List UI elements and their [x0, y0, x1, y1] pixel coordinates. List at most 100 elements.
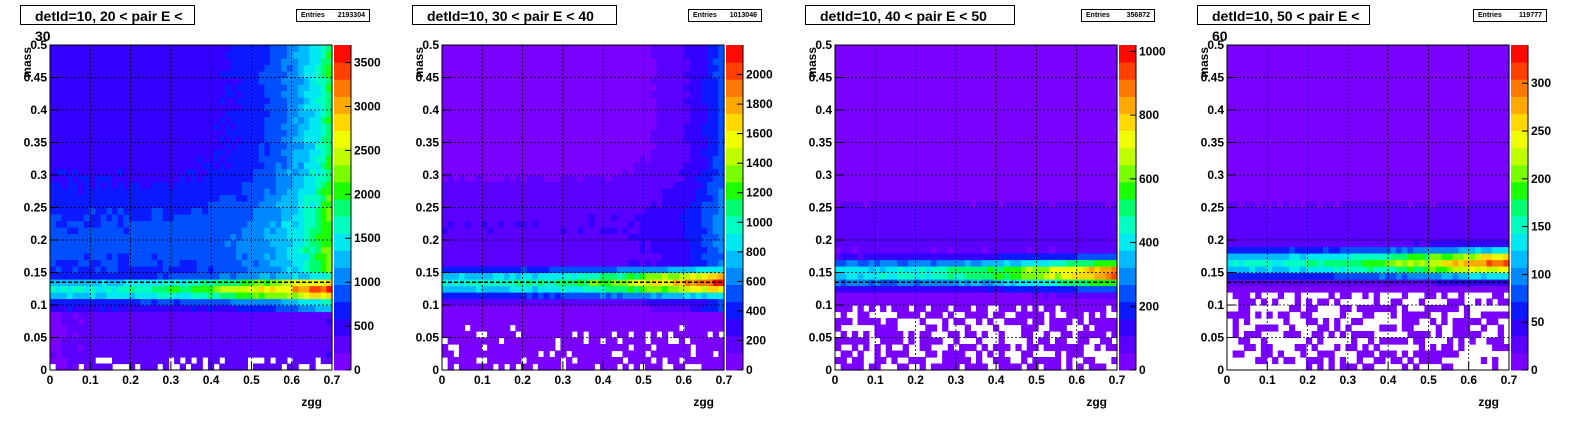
y-tick-label: 0.15: [24, 266, 48, 280]
x-tick-label: 0.2: [907, 373, 924, 387]
stats-label: Entries: [693, 12, 717, 19]
y-tick-label: 0.45: [809, 71, 833, 85]
y-tick-label: 0.25: [1201, 201, 1225, 215]
color-bar-tick-label: 1800: [746, 97, 773, 111]
x-tick-label: 0.7: [716, 373, 733, 387]
panel-title: detId=10, 50 < pair E < 60: [1197, 5, 1370, 44]
color-bar-tick-label: 200: [1531, 172, 1551, 186]
y-tick-label: 0.25: [24, 201, 48, 215]
color-bar-tick-label: 600: [746, 274, 766, 288]
color-bar-tick-label: 0: [354, 363, 361, 377]
y-tick-label: 0.45: [1201, 71, 1225, 85]
color-bar-tick-label: 2000: [746, 68, 773, 82]
color-bar-tick-label: 3500: [354, 56, 381, 70]
x-tick-label: 0.6: [675, 373, 692, 387]
y-tick-label: 0.05: [1201, 331, 1225, 345]
heatmap-cells: [835, 45, 1118, 371]
color-bar-tick-label: 1200: [746, 186, 773, 200]
x-tick-label: 0.1: [1259, 373, 1276, 387]
y-axis-label: mass: [20, 47, 34, 78]
color-bar-tick-label: 800: [1139, 108, 1159, 122]
grid-lines: [442, 45, 724, 370]
x-tick-label: 0.3: [948, 373, 965, 387]
color-bar-tick-label: 800: [746, 245, 766, 259]
y-tick-label: 0.2: [1207, 233, 1224, 247]
color-bar-tick-label: 2500: [354, 143, 381, 157]
color-bar-tick-label: 2000: [354, 187, 381, 201]
y-tick-label: 0: [825, 363, 832, 377]
color-bar-tick-label: 150: [1531, 220, 1551, 234]
color-bar-tick-label: 1400: [746, 156, 773, 170]
x-tick-label: 0.6: [1460, 373, 1477, 387]
color-bar-tick-label: 500: [354, 319, 374, 333]
y-tick-label: 0.4: [422, 103, 439, 117]
x-tick-label: 0.5: [1420, 373, 1437, 387]
y-tick-label: 0.15: [809, 266, 833, 280]
y-tick-label: 0.4: [815, 103, 832, 117]
grid-lines: [50, 45, 332, 370]
y-tick-label: 0.2: [30, 233, 47, 247]
y-tick-label: 0.5: [30, 38, 47, 52]
y-tick-label: 0.15: [1201, 266, 1225, 280]
grid-lines: [835, 45, 1117, 370]
x-tick-label: 0.1: [867, 373, 884, 387]
x-tick-label: 0.4: [988, 373, 1005, 387]
color-bar-tick-label: 3000: [354, 99, 381, 113]
y-tick-label: 0.4: [1207, 103, 1224, 117]
stats-label: Entries: [301, 12, 325, 19]
color-bar-tick-label: 300: [1531, 76, 1551, 90]
y-axis-label: mass: [412, 47, 426, 78]
heatmap-cells: [442, 45, 725, 371]
color-bar-tick-label: 200: [746, 333, 766, 347]
y-tick-label: 0.35: [809, 136, 833, 150]
x-tick-label: 0.3: [163, 373, 180, 387]
x-axis-label: zgg: [301, 395, 322, 409]
x-tick-label: 0.2: [1299, 373, 1316, 387]
x-tick-label: 0: [1224, 373, 1231, 387]
y-tick-label: 0.1: [422, 298, 439, 312]
y-tick-label: 0: [40, 363, 47, 377]
y-tick-label: 0.1: [30, 298, 47, 312]
x-tick-label: 0.4: [203, 373, 220, 387]
x-tick-label: 0.5: [243, 373, 260, 387]
x-tick-label: 0: [439, 373, 446, 387]
x-tick-label: 0.2: [122, 373, 139, 387]
x-tick-label: 0.4: [1380, 373, 1397, 387]
y-tick-label: 0.1: [1207, 298, 1224, 312]
stats-value: 119777: [1519, 12, 1542, 19]
color-bar-tick-label: 400: [746, 304, 766, 318]
y-tick-label: 0: [432, 363, 439, 377]
color-bar-tick-label: 1000: [1139, 44, 1166, 58]
y-tick-label: 0.2: [422, 233, 439, 247]
y-tick-label: 0.05: [809, 331, 833, 345]
color-bar: 0 200 400 600 800 1000: [1119, 44, 1166, 377]
stats-label: Entries: [1086, 12, 1110, 19]
heatmap-panel-3: 0 0.1 0.2 0.3 0.4 0.5 0.6 0.7 0 0.05 0.1 0.15 0.2 0.2…: [805, 38, 1166, 409]
stats-value: 2193304: [337, 12, 365, 19]
color-bar: 0 500 1000 1500 2000 2500 3000 3500: [334, 45, 381, 377]
x-tick-label: 0.7: [1501, 373, 1518, 387]
x-tick-label: 0.1: [474, 373, 491, 387]
color-bar-tick-label: 100: [1531, 267, 1551, 281]
color-bar-tick-label: 1600: [746, 127, 773, 141]
y-tick-label: 0.45: [416, 71, 440, 85]
heatmap-panel-4: 0 0.1 0.2 0.3 0.4 0.5 0.6 0.7 0 0.05 0.1 0.15 0.2 0.2…: [1197, 38, 1551, 409]
y-tick-label: 0.5: [815, 38, 832, 52]
y-tick-label: 0.2: [815, 233, 832, 247]
stats-label: Entries: [1478, 12, 1502, 19]
y-tick-label: 0.05: [24, 331, 48, 345]
color-bar-tick-label: 0: [1531, 363, 1538, 377]
x-axis-label: zgg: [693, 395, 714, 409]
panel-title: detId=10, 30 < pair E < 40: [412, 5, 617, 25]
y-tick-label: 0.3: [422, 168, 439, 182]
color-bar-tick-label: 0: [1139, 363, 1146, 377]
x-tick-label: 0.7: [324, 373, 341, 387]
y-tick-label: 0.35: [1201, 136, 1225, 150]
y-tick-label: 0: [1217, 363, 1224, 377]
color-bar-tick-label: 400: [1139, 236, 1159, 250]
color-bar-tick-label: 250: [1531, 124, 1551, 138]
x-tick-label: 0.5: [1028, 373, 1045, 387]
stats-box: Entries 1013046: [688, 9, 762, 22]
heatmap-panel-2: 0 0.1 0.2 0.3 0.4 0.5 0.6 0.7 0 0.05 0.1 0.15 0.2 0.2…: [412, 38, 773, 409]
